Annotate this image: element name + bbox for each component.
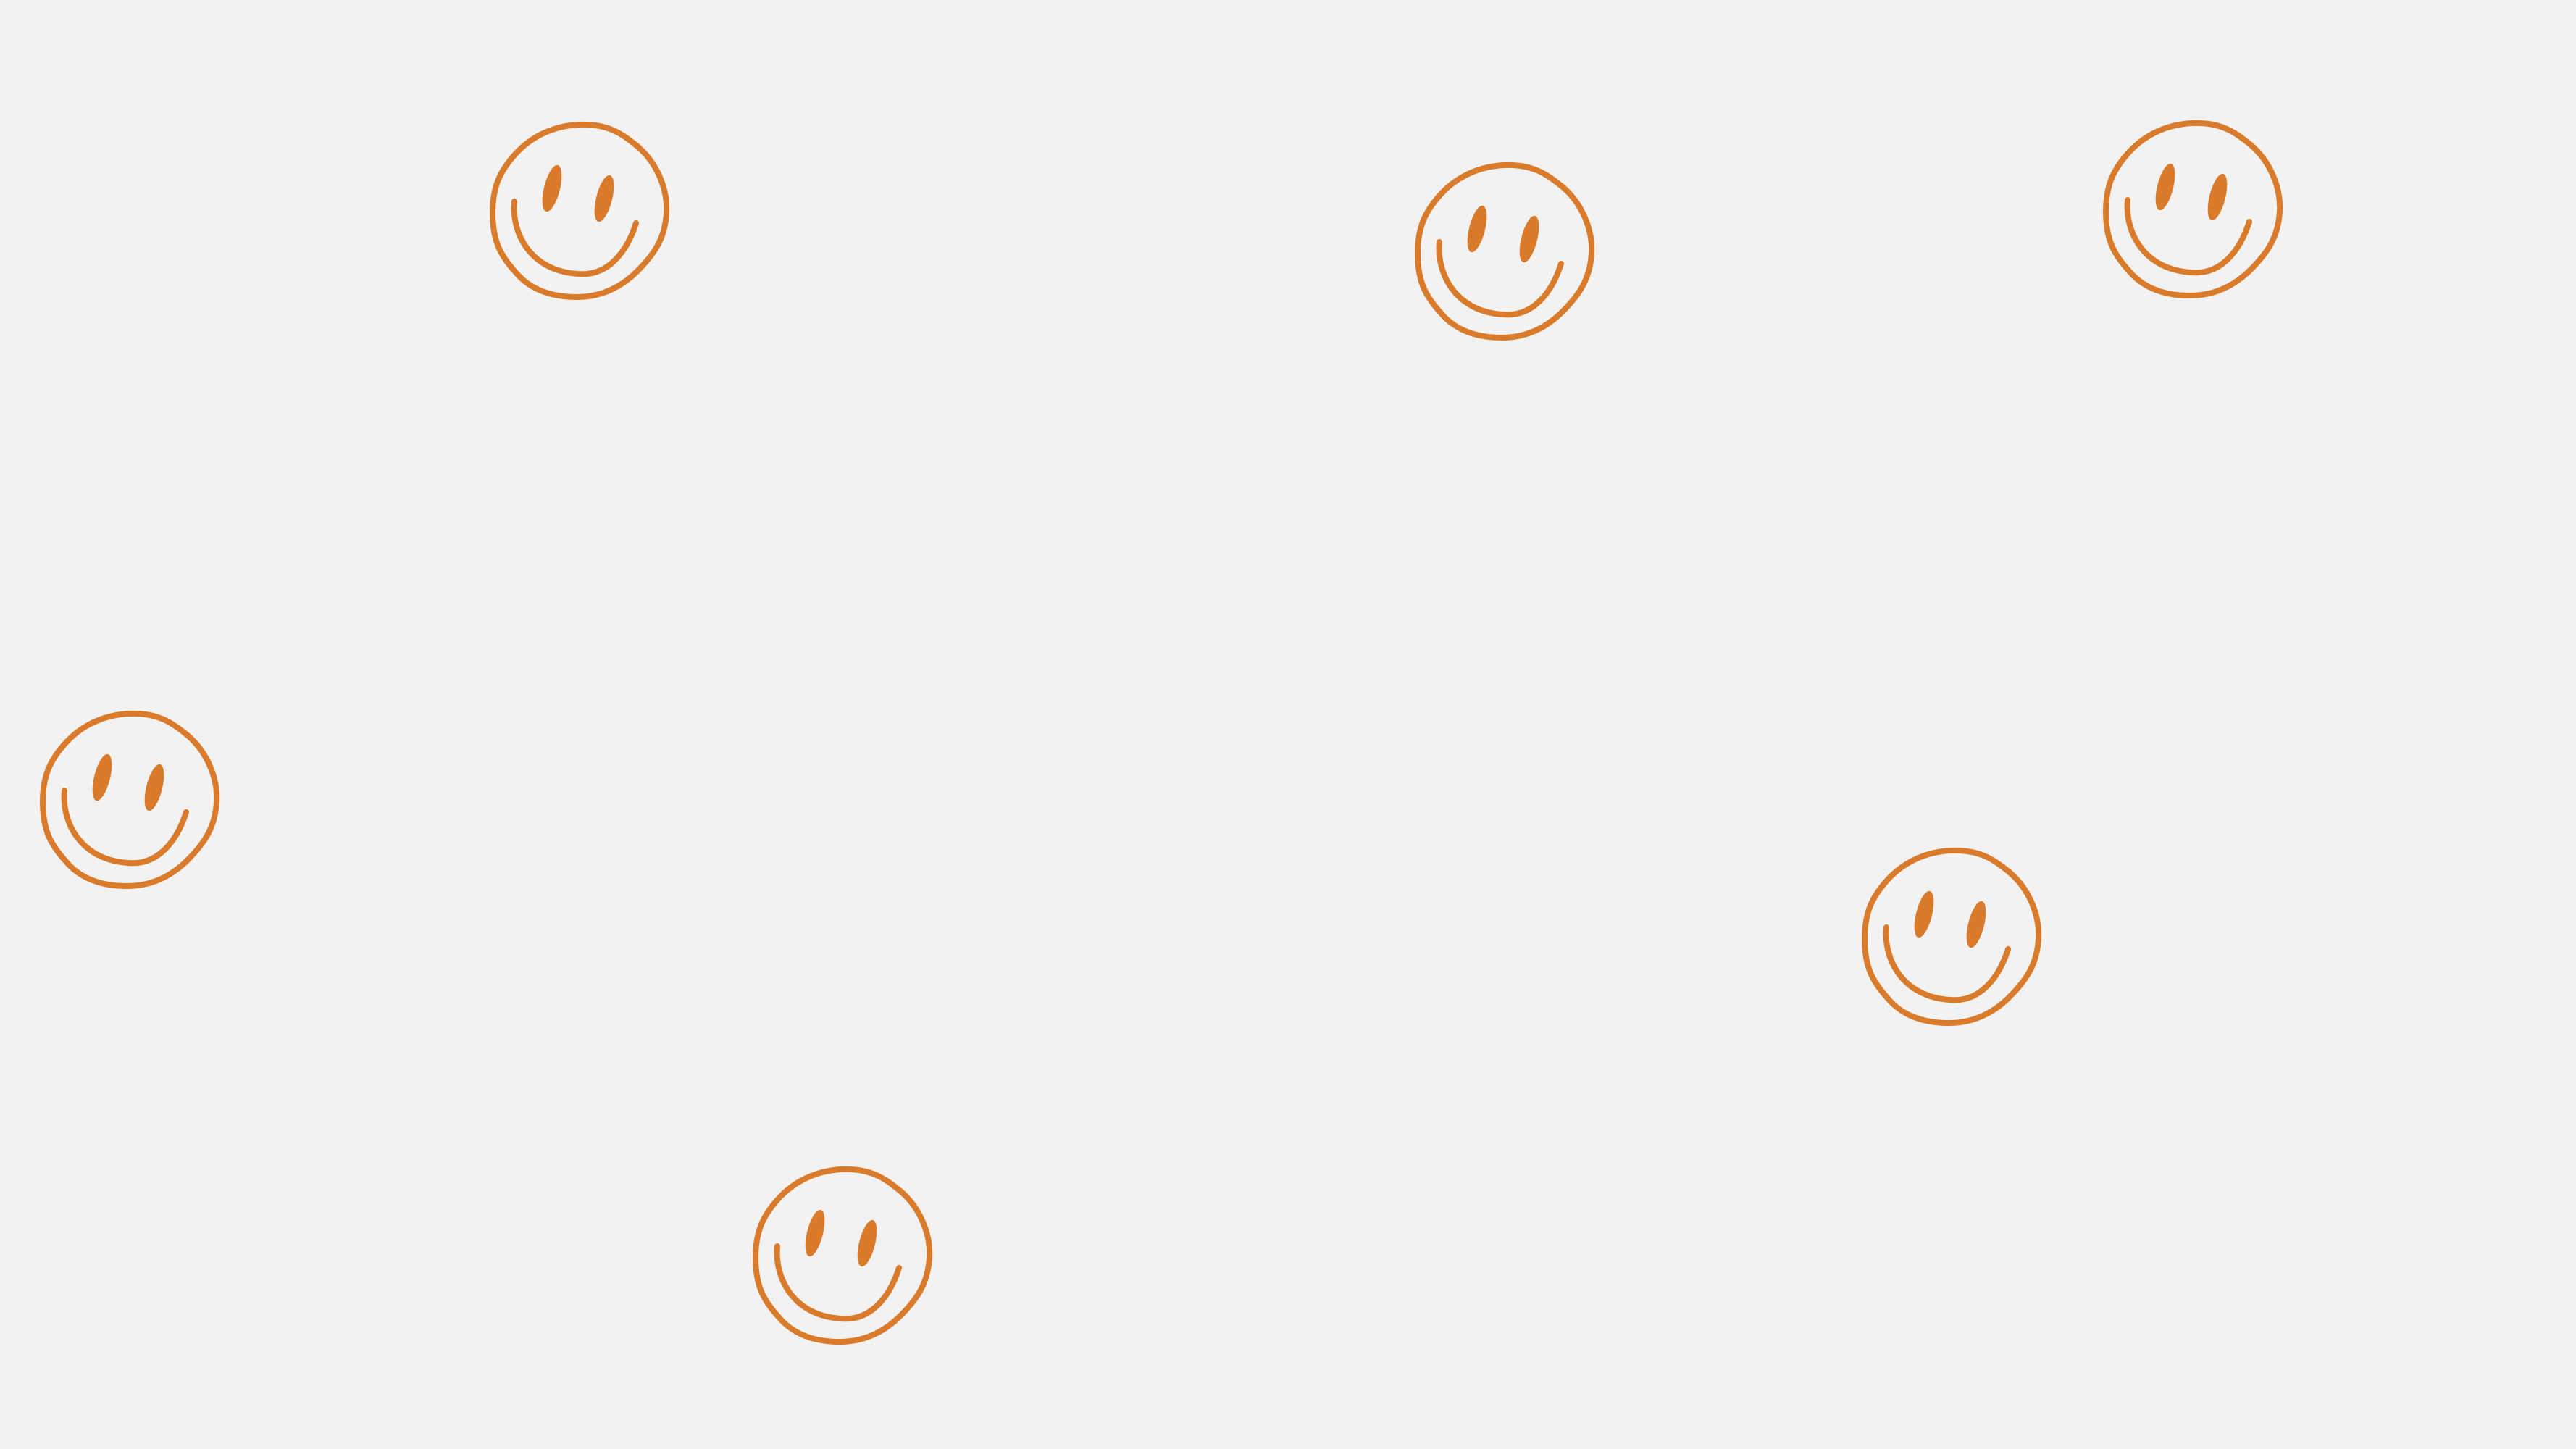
left-eye [92, 753, 112, 801]
right-eye [1966, 901, 1986, 948]
smiley-face-icon [2099, 116, 2287, 304]
right-eye [144, 764, 164, 811]
left-eye [1914, 890, 1934, 938]
mouth [1883, 924, 2011, 1003]
face-outline [1415, 162, 1595, 341]
face-outline [490, 121, 670, 300]
mouth [61, 788, 189, 867]
smiley-face-graphic [1862, 847, 2042, 1026]
smiley-face-icon [1857, 843, 2046, 1032]
mouth [1436, 239, 1564, 318]
smiley-face-graphic [1415, 162, 1595, 341]
smiley-face-icon [748, 1162, 937, 1350]
mouth [2124, 197, 2252, 276]
right-eye [2207, 173, 2228, 221]
left-eye [1467, 205, 1487, 253]
smiley-face-graphic [753, 1166, 933, 1345]
smiley-face-graphic [2103, 120, 2283, 298]
left-eye [542, 164, 562, 212]
right-eye [857, 1219, 877, 1267]
left-eye [2155, 163, 2175, 211]
right-eye [594, 175, 614, 222]
face-outline [40, 710, 220, 889]
right-eye [1519, 215, 1539, 263]
mouth [774, 1243, 902, 1322]
face-outline [2103, 120, 2283, 298]
face-outline [753, 1166, 933, 1345]
left-eye [805, 1209, 825, 1257]
mouth [511, 199, 639, 277]
smiley-face-graphic [40, 710, 220, 889]
smiley-face-graphic [490, 121, 670, 300]
smiley-face-icon [35, 706, 224, 895]
smiley-face-icon [485, 117, 674, 306]
smiley-face-icon [1410, 158, 1599, 346]
face-outline [1862, 847, 2042, 1026]
